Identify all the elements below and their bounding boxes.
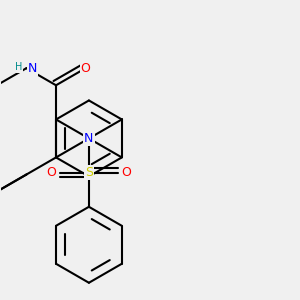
Text: N: N: [84, 132, 94, 145]
Text: O: O: [121, 166, 131, 179]
Text: S: S: [85, 166, 93, 179]
Text: O: O: [84, 132, 94, 145]
Text: H: H: [15, 62, 22, 72]
Text: N: N: [28, 62, 38, 75]
Text: O: O: [81, 62, 91, 75]
Text: O: O: [47, 166, 56, 179]
